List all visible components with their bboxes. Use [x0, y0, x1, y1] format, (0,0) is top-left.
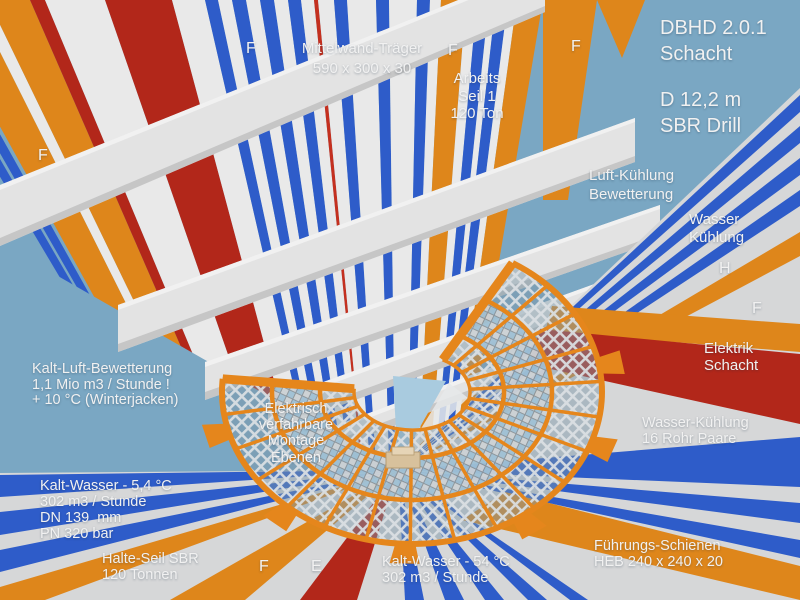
- beam-shadow-edge: [0, 6, 545, 246]
- ring-end-cap: [439, 260, 517, 363]
- ring-foot-bracket: [263, 503, 298, 532]
- ring-foot-bracket: [201, 423, 232, 448]
- ceiling-beam: [118, 118, 635, 352]
- pipe-ray: [398, 437, 800, 487]
- fuehrungs-schiene-band: [462, 492, 800, 600]
- beam-shadow-edge: [118, 156, 635, 352]
- ring-spoke: [460, 312, 576, 374]
- ring-spoke: [464, 405, 588, 454]
- work-platform-ring: [201, 260, 625, 564]
- beam-highlight-edge: [205, 205, 660, 367]
- ring-spoke: [322, 424, 387, 528]
- ring-spoke: [466, 344, 594, 383]
- ring-foot-bracket: [586, 436, 618, 462]
- wall-stripe: [597, 0, 645, 58]
- ring-end-cap: [222, 374, 355, 394]
- ring-rail: [352, 358, 472, 432]
- elektrik-rail: [545, 306, 800, 352]
- ring-foot-bracket: [389, 543, 420, 564]
- ring-spoke: [457, 413, 566, 484]
- ceiling-beam: [205, 205, 660, 400]
- ring-spoke: [436, 425, 499, 529]
- ring-foot-bracket: [597, 350, 625, 374]
- drill-box: [385, 446, 421, 469]
- sky-upper-right: [625, 0, 800, 270]
- ring-spoke: [469, 379, 602, 392]
- ring-spoke: [423, 428, 457, 541]
- ring-spoke: [448, 419, 536, 510]
- ring-foot-bracket: [512, 511, 547, 540]
- ring-spoke: [286, 419, 376, 508]
- ring-spoke: [223, 395, 355, 417]
- beam-highlight-edge: [0, 0, 469, 190]
- beam-highlight-edge: [118, 118, 635, 310]
- beam-shadow-edge: [205, 234, 660, 400]
- ring-spoke: [452, 284, 549, 367]
- ring-spoke: [256, 412, 366, 482]
- ring-spoke: [468, 396, 600, 419]
- ring-spoke: [235, 404, 359, 451]
